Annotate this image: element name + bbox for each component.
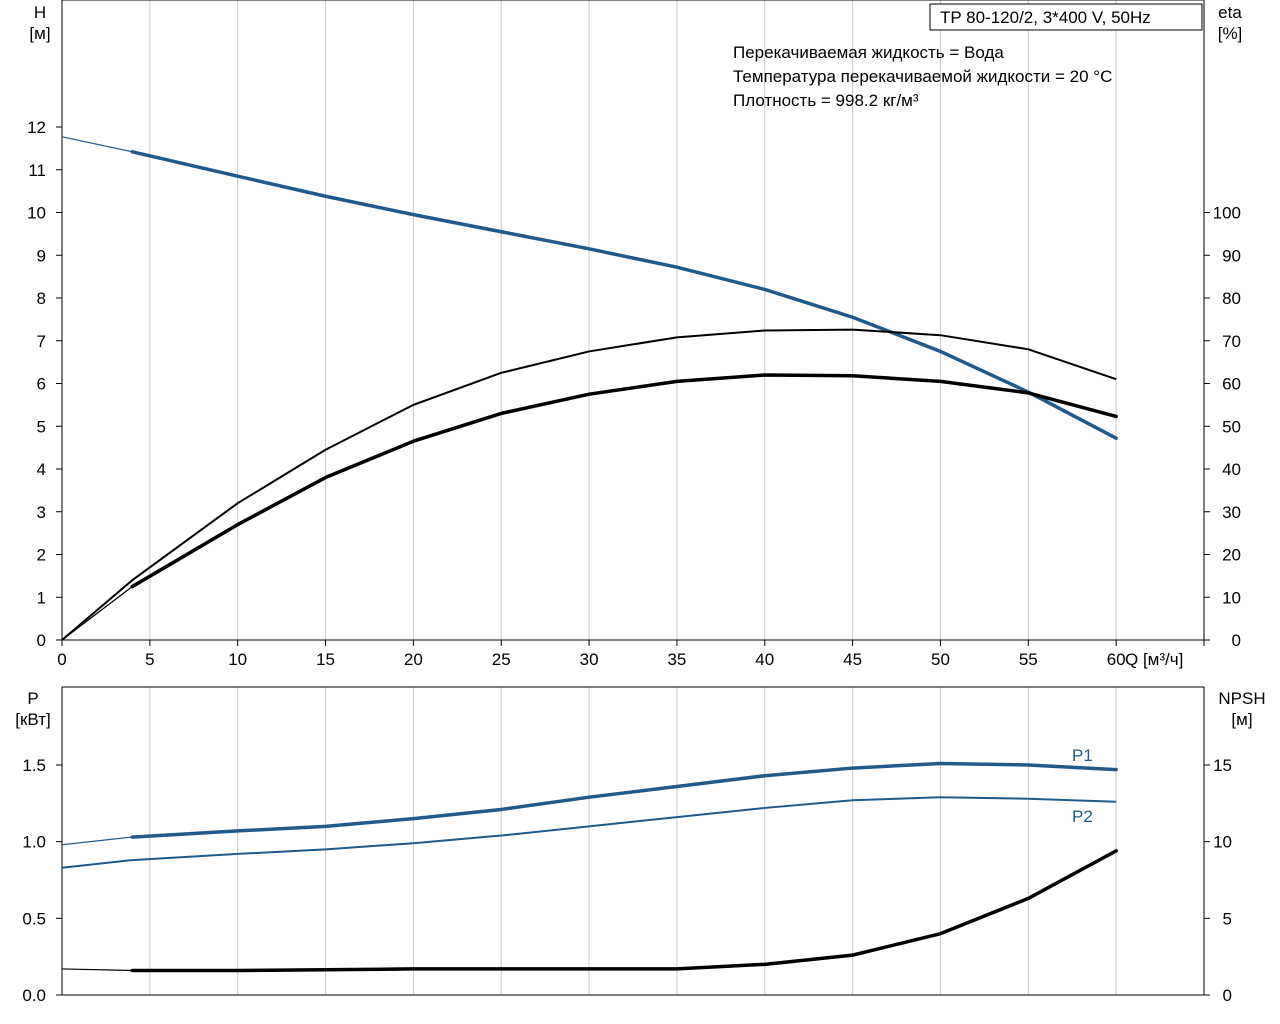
title-box xyxy=(929,3,1203,31)
y-left-tick-label-top: 11 xyxy=(28,161,46,180)
y-left-tick-label-bottom: 0.0 xyxy=(22,986,46,1005)
eta-pump-curve-extension xyxy=(61,586,133,641)
y-left-label-bottom: P xyxy=(27,689,38,708)
npsh-curve xyxy=(130,849,1118,973)
y-right-tick-label-top: 70 xyxy=(1222,332,1241,351)
y-left-tick-label-top: 1 xyxy=(37,588,46,607)
chart-title: TP 80-120/2, 3*400 V, 50Hz xyxy=(940,8,1151,27)
p2-curve xyxy=(61,796,1117,869)
x-tick-label: 5 xyxy=(145,650,154,669)
top-gridlines xyxy=(149,0,1205,640)
y-right-tick-label-bottom: 10 xyxy=(1213,833,1232,852)
y-right-tick-label-bottom: 15 xyxy=(1213,756,1232,775)
y-right-tick-label-top: 20 xyxy=(1222,546,1241,565)
eta-pump-curve xyxy=(130,373,1118,589)
y-left-tick-label-top: 10 xyxy=(27,204,46,223)
h-curve-extension xyxy=(61,136,133,153)
x-tick-label: 15 xyxy=(316,650,335,669)
y-left-tick-label-top: 7 xyxy=(37,332,46,351)
x-axis-label: Q [м³/ч] xyxy=(1125,650,1183,669)
y-left-tick-label-top: 6 xyxy=(37,375,46,394)
y-right-tick-label-top: 40 xyxy=(1222,460,1241,479)
y-left-unit-bottom: [кВт] xyxy=(15,710,50,729)
y-right-tick-label-top: 50 xyxy=(1222,417,1241,436)
y-left-tick-label-top: 8 xyxy=(37,289,46,308)
x-tick-label: 20 xyxy=(404,650,423,669)
p1-curve xyxy=(130,761,1118,839)
y-right-tick-label-top: 100 xyxy=(1213,204,1241,223)
y-left-tick-label-top: 4 xyxy=(37,460,46,479)
x-tick-label: 40 xyxy=(755,650,774,669)
x-tick-label: 35 xyxy=(667,650,686,669)
bottom-plot-frame xyxy=(61,686,1205,996)
annotation-liquid: Перекачиваемая жидкость = Вода xyxy=(733,43,1004,62)
npsh-curve-extension xyxy=(61,968,133,972)
p2-series-label: P2 xyxy=(1072,807,1093,826)
x-tick-label: 45 xyxy=(843,650,862,669)
p1-series-label: P1 xyxy=(1072,746,1093,765)
y-left-label-top: H xyxy=(34,3,46,22)
y-left-tick-label-top: 2 xyxy=(37,546,46,565)
y-left-tick-label-bottom: 1.0 xyxy=(22,833,46,852)
y-right-tick-label-top: 90 xyxy=(1222,246,1241,265)
y-left-tick-label-top: 5 xyxy=(37,417,46,436)
y-right-tick-label-top: 10 xyxy=(1222,588,1241,607)
x-tick-label: 0 xyxy=(57,650,66,669)
y-right-tick-label-top: 0 xyxy=(1232,631,1241,650)
y-left-tick-label-top: 0 xyxy=(37,631,46,650)
y-right-label-bottom: NPSH xyxy=(1218,689,1265,708)
x-tick-label: 60 xyxy=(1107,650,1126,669)
h-curve xyxy=(130,150,1118,440)
y-left-unit-top: [м] xyxy=(29,24,50,43)
y-right-tick-label-top: 30 xyxy=(1222,503,1241,522)
x-tick-label: 25 xyxy=(492,650,511,669)
x-tick-label: 50 xyxy=(931,650,950,669)
x-tick-label: 55 xyxy=(1019,650,1038,669)
p1-curve-extension xyxy=(61,836,133,846)
y-right-label-top: eta xyxy=(1218,3,1242,22)
annotation-temperature: Температура перекачиваемой жидкости = 20… xyxy=(733,67,1112,86)
y-right-unit-bottom: [м] xyxy=(1231,710,1252,729)
x-tick-label: 30 xyxy=(580,650,599,669)
x-tick-label: 10 xyxy=(228,650,247,669)
bottom-gridlines xyxy=(149,687,1205,995)
y-left-tick-label-top: 3 xyxy=(37,503,46,522)
y-right-tick-label-bottom: 0 xyxy=(1223,986,1232,1005)
y-left-tick-label-bottom: 0.5 xyxy=(22,909,46,928)
y-left-tick-label-top: 12 xyxy=(27,118,46,137)
eta-motor-curve xyxy=(61,328,1117,641)
curves xyxy=(61,136,1118,973)
y-right-unit-top: [%] xyxy=(1218,24,1243,43)
y-left-tick-label-bottom: 1.5 xyxy=(22,756,46,775)
y-right-tick-label-bottom: 5 xyxy=(1223,909,1232,928)
tick-labels: 0 5 10 15 20 25 30 35 40 45 50 55 600123456789101112… xyxy=(22,118,1241,1005)
annotation-density: Плотность = 998.2 кг/м³ xyxy=(733,91,919,110)
y-right-tick-label-top: 60 xyxy=(1222,375,1241,394)
y-left-tick-label-top: 9 xyxy=(37,246,46,265)
y-right-tick-label-top: 80 xyxy=(1222,289,1241,308)
top-plot-frame xyxy=(61,0,1205,641)
